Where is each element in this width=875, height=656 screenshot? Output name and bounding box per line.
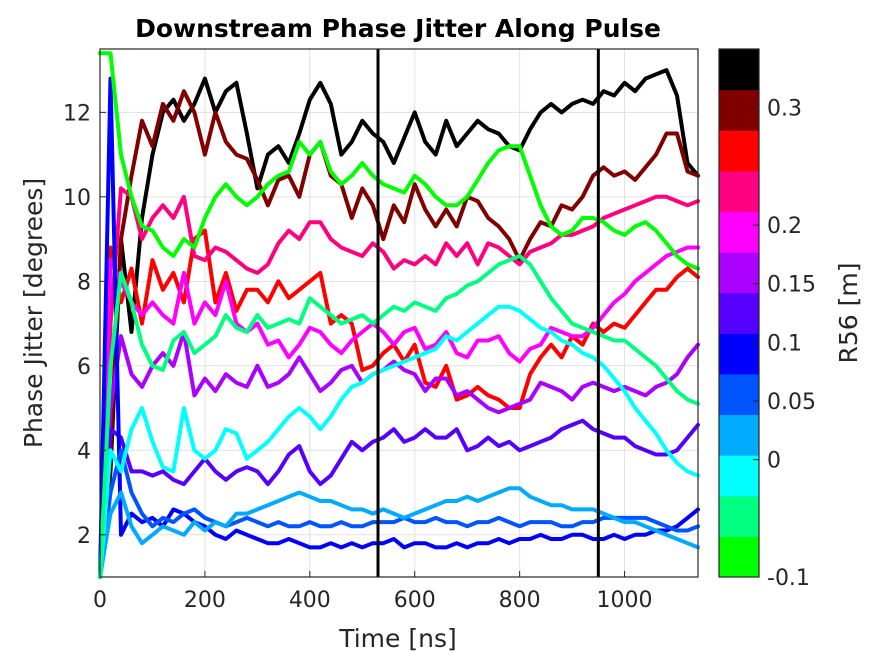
colorbar-tick-label: 0.2	[767, 214, 802, 239]
x-axis-label: Time [ns]	[338, 624, 457, 653]
x-tick-label: 1000	[597, 588, 653, 613]
colorbar	[718, 48, 760, 578]
colorbar-tick-label: 0.3	[767, 97, 802, 122]
colorbar-segment	[719, 252, 759, 294]
colorbar-segment	[719, 495, 759, 537]
chart-title: Downstream Phase Jitter Along Pulse	[135, 14, 661, 43]
colorbar-tick-label: 0.1	[767, 331, 802, 356]
x-tick-label: 800	[499, 588, 541, 613]
colorbar-segment	[719, 170, 759, 212]
colorbar-segment	[719, 455, 759, 497]
series-line-9	[98, 486, 700, 579]
grid-lines	[99, 49, 698, 577]
colorbar-tick-label: 0.05	[767, 390, 816, 415]
colorbar-segment	[719, 130, 759, 172]
vertical-markers	[376, 49, 600, 577]
colorbar-segment	[719, 536, 759, 578]
x-tick-label: 200	[184, 588, 226, 613]
colorbar-tick-label: 0.15	[767, 273, 816, 298]
y-ticks: 2 4 6 8 10 12	[63, 101, 106, 549]
colorbar-segment	[719, 49, 759, 91]
y-tick-label: 12	[63, 101, 91, 126]
colorbar-tick-label: 0	[767, 449, 781, 474]
x-ticks: 0 200 400 600 800 1000	[93, 571, 653, 613]
x-tick-label: 0	[93, 588, 107, 613]
data-series	[98, 51, 700, 579]
x-tick-label: 600	[394, 588, 436, 613]
colorbar-ticks: -0.1 0 0.05 0.1 0.15 0.2 0.3	[753, 97, 816, 591]
y-axis-label: Phase Jitter [degrees]	[19, 178, 48, 448]
colorbar-frame	[718, 48, 760, 578]
series-line-1	[98, 89, 700, 579]
colorbar-segment	[719, 333, 759, 375]
colorbar-label: R56 [m]	[834, 263, 863, 364]
colorbar-tick-label: -0.1	[767, 566, 810, 591]
y-tick-label: 6	[77, 355, 91, 380]
colorbar-segment	[719, 211, 759, 253]
series-line-0	[98, 68, 700, 579]
series-line-6	[98, 418, 700, 579]
y-tick-label: 2	[77, 524, 91, 549]
y-tick-label: 8	[77, 270, 91, 295]
plot-frame	[99, 48, 699, 578]
colorbar-segment	[719, 89, 759, 131]
colorbar-segment	[719, 373, 759, 416]
y-tick-label: 10	[63, 186, 91, 211]
x-tick-label: 400	[289, 588, 331, 613]
colorbar-segment	[719, 414, 759, 456]
y-tick-label: 4	[77, 439, 91, 464]
colorbar-segment	[719, 292, 759, 334]
